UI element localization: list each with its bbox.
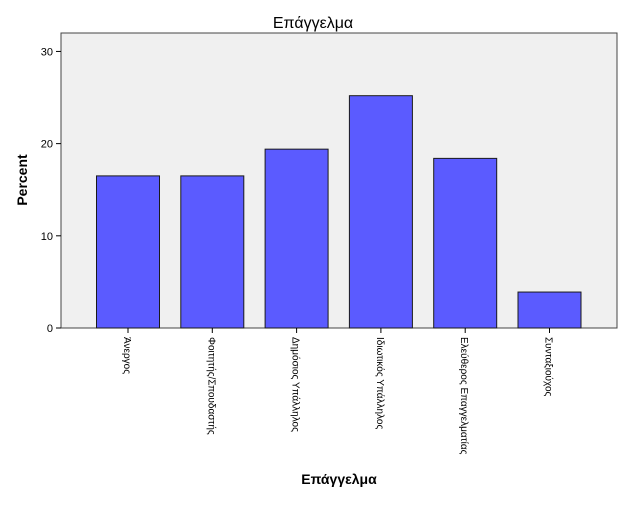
- bar: [180, 175, 245, 329]
- x-axis-label: Επάγγελμα: [301, 471, 377, 487]
- bar: [517, 291, 582, 329]
- y-axis-label: Percent: [14, 154, 30, 206]
- y-tick-label: 10: [41, 231, 53, 243]
- y-tick-label: 0: [47, 323, 53, 335]
- x-axis: Άνεργος Φοιτητής/Σπουδαστής Δημόσιος Υπάλλ…: [121, 328, 555, 455]
- x-tick-label: Ιδιωτικός Υπάλληλος: [374, 337, 386, 429]
- bar: [264, 148, 329, 329]
- y-tick-label: 20: [41, 139, 53, 151]
- bar: [348, 95, 413, 329]
- x-tick-label: Συνταξιούχος: [543, 337, 555, 397]
- bar: [433, 157, 498, 329]
- x-tick-label: Δημόσιος Υπάλληλος: [290, 337, 302, 432]
- x-tick-label: Άνεργος: [121, 337, 132, 374]
- x-tick-label: Ελεύθερος Επαγγελματίας: [458, 337, 470, 455]
- chart-title: Επάγγελμα: [273, 15, 353, 32]
- bar: [96, 175, 160, 329]
- bar-series: [96, 95, 582, 329]
- y-axis: 0 10 20 30: [41, 46, 61, 335]
- y-tick-label: 30: [41, 46, 53, 58]
- x-tick-label: Φοιτητής/Σπουδαστής: [205, 337, 217, 435]
